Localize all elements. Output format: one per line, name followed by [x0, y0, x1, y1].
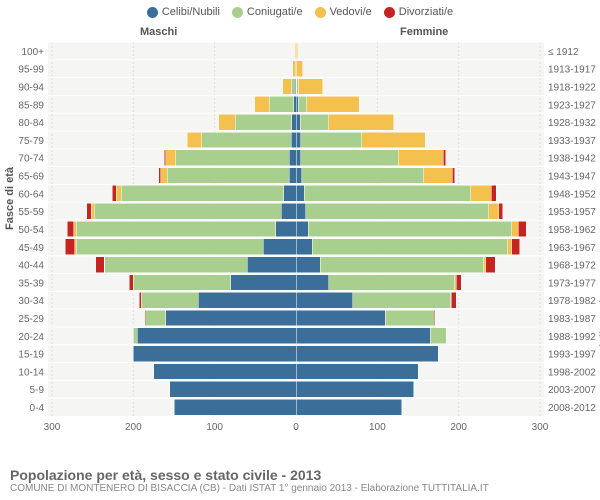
svg-text:40-44: 40-44	[18, 261, 44, 272]
legend-item: Divorziati/e	[384, 6, 453, 18]
svg-text:1928-1932: 1928-1932	[548, 118, 596, 129]
svg-text:≤ 1912: ≤ 1912	[548, 47, 579, 58]
svg-text:1933-1937: 1933-1937	[548, 136, 596, 147]
legend-swatch	[232, 7, 243, 18]
svg-text:30-34: 30-34	[18, 296, 44, 307]
svg-text:10-14: 10-14	[18, 367, 44, 378]
svg-text:85-89: 85-89	[18, 100, 44, 111]
svg-text:1943-1947: 1943-1947	[548, 172, 596, 183]
svg-text:1973-1977: 1973-1977	[548, 278, 596, 289]
svg-text:50-54: 50-54	[18, 225, 44, 236]
svg-text:1958-1962: 1958-1962	[548, 225, 596, 236]
legend-swatch	[315, 7, 326, 18]
svg-text:60-64: 60-64	[18, 189, 44, 200]
female-header: Femmine	[400, 26, 448, 38]
svg-text:0: 0	[293, 422, 299, 433]
svg-text:1938-1942: 1938-1942	[548, 154, 596, 165]
legend-item: Vedovi/e	[315, 6, 372, 18]
svg-text:1993-1997: 1993-1997	[548, 350, 596, 361]
svg-text:95-99: 95-99	[18, 65, 44, 76]
chart-subtitle: COMUNE DI MONTENERO DI BISACCIA (CB) - D…	[10, 483, 590, 494]
svg-text:100: 100	[369, 422, 386, 433]
svg-text:5-9: 5-9	[30, 385, 45, 396]
svg-text:300: 300	[44, 422, 61, 433]
svg-text:20-24: 20-24	[18, 332, 44, 343]
chart-title: Popolazione per età, sesso e stato civil…	[10, 467, 590, 483]
svg-text:2003-2007: 2003-2007	[548, 385, 596, 396]
svg-text:1963-1967: 1963-1967	[548, 243, 596, 254]
legend-swatch	[384, 7, 395, 18]
svg-text:1913-1917: 1913-1917	[548, 65, 596, 76]
svg-text:1968-1972: 1968-1972	[548, 261, 596, 272]
svg-text:55-59: 55-59	[18, 207, 44, 218]
svg-text:1988-1992: 1988-1992	[548, 332, 596, 343]
svg-text:0-4: 0-4	[30, 403, 45, 414]
svg-text:1998-2002: 1998-2002	[548, 367, 596, 378]
svg-text:1983-1987: 1983-1987	[548, 314, 596, 325]
svg-text:300: 300	[532, 422, 549, 433]
svg-text:200: 200	[125, 422, 142, 433]
legend-item: Celibi/Nubili	[147, 6, 220, 18]
legend-item: Coniugati/e	[232, 6, 303, 18]
legend-label: Divorziati/e	[399, 6, 453, 18]
svg-text:75-79: 75-79	[18, 136, 44, 147]
legend-label: Vedovi/e	[330, 6, 372, 18]
svg-text:35-39: 35-39	[18, 278, 44, 289]
title-block: Popolazione per età, sesso e stato civil…	[10, 467, 590, 494]
legend-label: Coniugati/e	[247, 6, 303, 18]
svg-text:2008-2012: 2008-2012	[548, 403, 596, 414]
svg-text:100+: 100+	[21, 47, 44, 58]
svg-text:1918-1922: 1918-1922	[548, 82, 596, 93]
svg-text:25-29: 25-29	[18, 314, 44, 325]
pyramid-chart: 3002001000100200300100+≤ 191295-991913-1…	[48, 40, 544, 438]
legend: Celibi/Nubili Coniugati/e Vedovi/e Divorzia…	[0, 0, 600, 20]
svg-text:80-84: 80-84	[18, 118, 44, 129]
legend-label: Celibi/Nubili	[162, 6, 220, 18]
svg-text:1978-1982: 1978-1982	[548, 296, 596, 307]
svg-text:70-74: 70-74	[18, 154, 44, 165]
svg-text:1923-1927: 1923-1927	[548, 100, 596, 111]
svg-text:1953-1957: 1953-1957	[548, 207, 596, 218]
svg-text:100: 100	[206, 422, 223, 433]
svg-text:65-69: 65-69	[18, 172, 44, 183]
svg-text:200: 200	[450, 422, 467, 433]
yaxis-left-title: Fasce di età	[4, 167, 16, 230]
legend-swatch	[147, 7, 158, 18]
svg-text:15-19: 15-19	[18, 350, 44, 361]
svg-text:45-49: 45-49	[18, 243, 44, 254]
male-header: Maschi	[140, 26, 177, 38]
svg-text:1948-1952: 1948-1952	[548, 189, 596, 200]
svg-text:90-94: 90-94	[18, 82, 44, 93]
